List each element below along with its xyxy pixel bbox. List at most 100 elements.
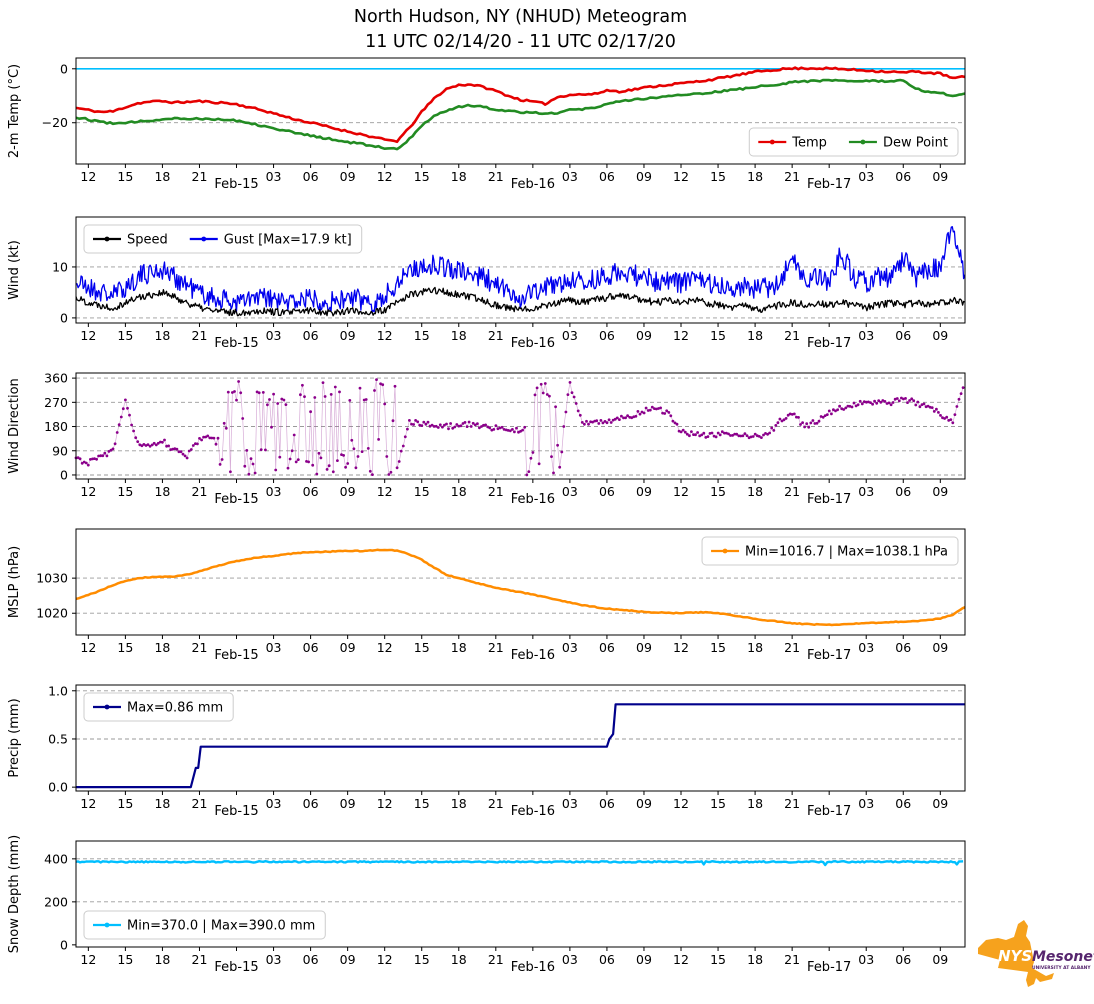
logo-subtext: UNIVERSITY AT ALBANY <box>1032 965 1091 971</box>
x-tick-label: 21 <box>488 952 504 967</box>
x-tick-label: 09 <box>636 484 652 499</box>
x-tick-label: 06 <box>303 640 319 655</box>
x-tick-label: 15 <box>710 484 726 499</box>
x-tick-label: 18 <box>154 328 170 343</box>
snow-depth-line <box>75 860 964 867</box>
y-axis-label: Snow Depth (mm) <box>7 835 22 953</box>
x-tick-label: Feb-17 <box>807 804 851 819</box>
x-tick-label: 18 <box>451 796 467 811</box>
axes-spine <box>75 684 966 792</box>
x-tick-label: 15 <box>710 796 726 811</box>
x-tick-label: 15 <box>414 952 430 967</box>
x-tick-label: 09 <box>932 328 948 343</box>
x-tick-label: Feb-15 <box>214 492 258 507</box>
x-tick-label: 12 <box>673 640 689 655</box>
y-tick-label: 1020 <box>36 606 68 621</box>
x-tick-label: 06 <box>303 169 319 184</box>
x-tick-label: 09 <box>636 952 652 967</box>
x-tick-label: 03 <box>858 328 874 343</box>
legend-sample-marker <box>104 704 110 710</box>
x-tick-label: 06 <box>895 796 911 811</box>
x-tick-label: 09 <box>340 328 356 343</box>
legend-label: Max=0.86 mm <box>127 701 223 716</box>
x-tick-label: 06 <box>895 952 911 967</box>
x-tick-label: 15 <box>710 952 726 967</box>
x-tick-label: 18 <box>154 796 170 811</box>
x-tick-label: Feb-16 <box>511 960 555 975</box>
x-tick-label: 18 <box>747 484 763 499</box>
y-tick-label: 90 <box>52 443 68 458</box>
x-tick-label: 12 <box>673 952 689 967</box>
x-tick-label: 09 <box>340 484 356 499</box>
legend-box: Temp Dew Point <box>748 127 959 157</box>
x-tick-label: 06 <box>895 169 911 184</box>
x-tick-label: 03 <box>266 169 282 184</box>
x-tick-label: 06 <box>895 328 911 343</box>
x-tick-label: Feb-15 <box>214 804 258 819</box>
y-axis-label: MSLP (hPa) <box>7 546 22 618</box>
x-tick-label: 18 <box>451 484 467 499</box>
x-tick-label: 12 <box>80 952 96 967</box>
x-tick-label: Feb-16 <box>511 336 555 351</box>
x-tick-label: 06 <box>599 796 615 811</box>
y-tick-label: 400 <box>44 851 68 866</box>
x-tick-label: Feb-16 <box>511 804 555 819</box>
x-tick-label: 06 <box>599 484 615 499</box>
logo-nys-text: NYS <box>998 947 1032 965</box>
x-tick-label: Feb-17 <box>807 177 851 192</box>
x-tick-label: 12 <box>377 952 393 967</box>
wind-direction-dots <box>74 378 965 477</box>
x-tick-label: 03 <box>266 952 282 967</box>
y-tick-label: 180 <box>44 419 68 434</box>
x-tick-label: 03 <box>562 484 578 499</box>
x-tick-label: 18 <box>154 484 170 499</box>
legend-sample-marker <box>104 236 110 242</box>
x-tick-label: 18 <box>747 640 763 655</box>
x-tick-label: 12 <box>80 796 96 811</box>
y-tick-label: −20 <box>42 115 68 130</box>
y-axis-label: Precip (mm) <box>7 698 22 777</box>
wind-panel: 12 15 18 21 Feb-15 03 06 09 12 15 18 21 Feb-16 03 06 09… <box>7 216 966 351</box>
x-tick-label: 12 <box>673 169 689 184</box>
x-tick-label: Feb-17 <box>807 648 851 663</box>
x-tick-label: 03 <box>266 796 282 811</box>
axes-spine <box>75 372 966 480</box>
x-tick-label: 06 <box>599 640 615 655</box>
x-tick-label: 09 <box>932 796 948 811</box>
logo-mesonet-text: Mesonet <box>1032 949 1094 965</box>
x-tick-label: 15 <box>414 169 430 184</box>
axes-spine <box>75 57 966 165</box>
legend-box: Min=370.0 | Max=390.0 mm <box>83 910 326 940</box>
x-tick-label: 12 <box>80 328 96 343</box>
x-tick-label: 21 <box>784 328 800 343</box>
x-tick-label: 03 <box>858 952 874 967</box>
x-tick-label: 15 <box>710 169 726 184</box>
x-tick-label: 21 <box>192 640 208 655</box>
x-tick-label: 03 <box>858 796 874 811</box>
x-tick-label: 21 <box>488 796 504 811</box>
x-tick-label: 06 <box>303 328 319 343</box>
x-tick-label: 12 <box>377 328 393 343</box>
x-tick-label: Feb-16 <box>511 648 555 663</box>
legend-sample-marker <box>104 922 110 928</box>
nys-mesonet-logo: NYS Mesonet UNIVERSITY AT ALBANY <box>976 916 1094 1000</box>
x-tick-label: 12 <box>377 796 393 811</box>
x-tick-label: Feb-15 <box>214 177 258 192</box>
page-subtitle: 11 UTC 02/14/20 - 11 UTC 02/17/20 <box>365 32 676 52</box>
x-tick-label: 18 <box>747 328 763 343</box>
temp-line <box>75 66 966 144</box>
x-tick-label: 21 <box>784 169 800 184</box>
legend-box: Speed Gust [Max=17.9 kt] <box>83 224 363 254</box>
x-tick-label: 06 <box>303 484 319 499</box>
x-tick-label: 21 <box>784 484 800 499</box>
x-tick-label: 18 <box>154 640 170 655</box>
x-tick-label: 18 <box>154 952 170 967</box>
legend-sample-marker <box>860 139 866 145</box>
x-tick-label: 06 <box>599 169 615 184</box>
y-tick-label: 270 <box>44 395 68 410</box>
snow-depth-panel: 12 15 18 21 Feb-15 03 06 09 12 15 18 21 Feb-16 03 06 09… <box>7 835 966 975</box>
x-tick-label: 06 <box>303 952 319 967</box>
dew-point-line <box>75 78 966 151</box>
